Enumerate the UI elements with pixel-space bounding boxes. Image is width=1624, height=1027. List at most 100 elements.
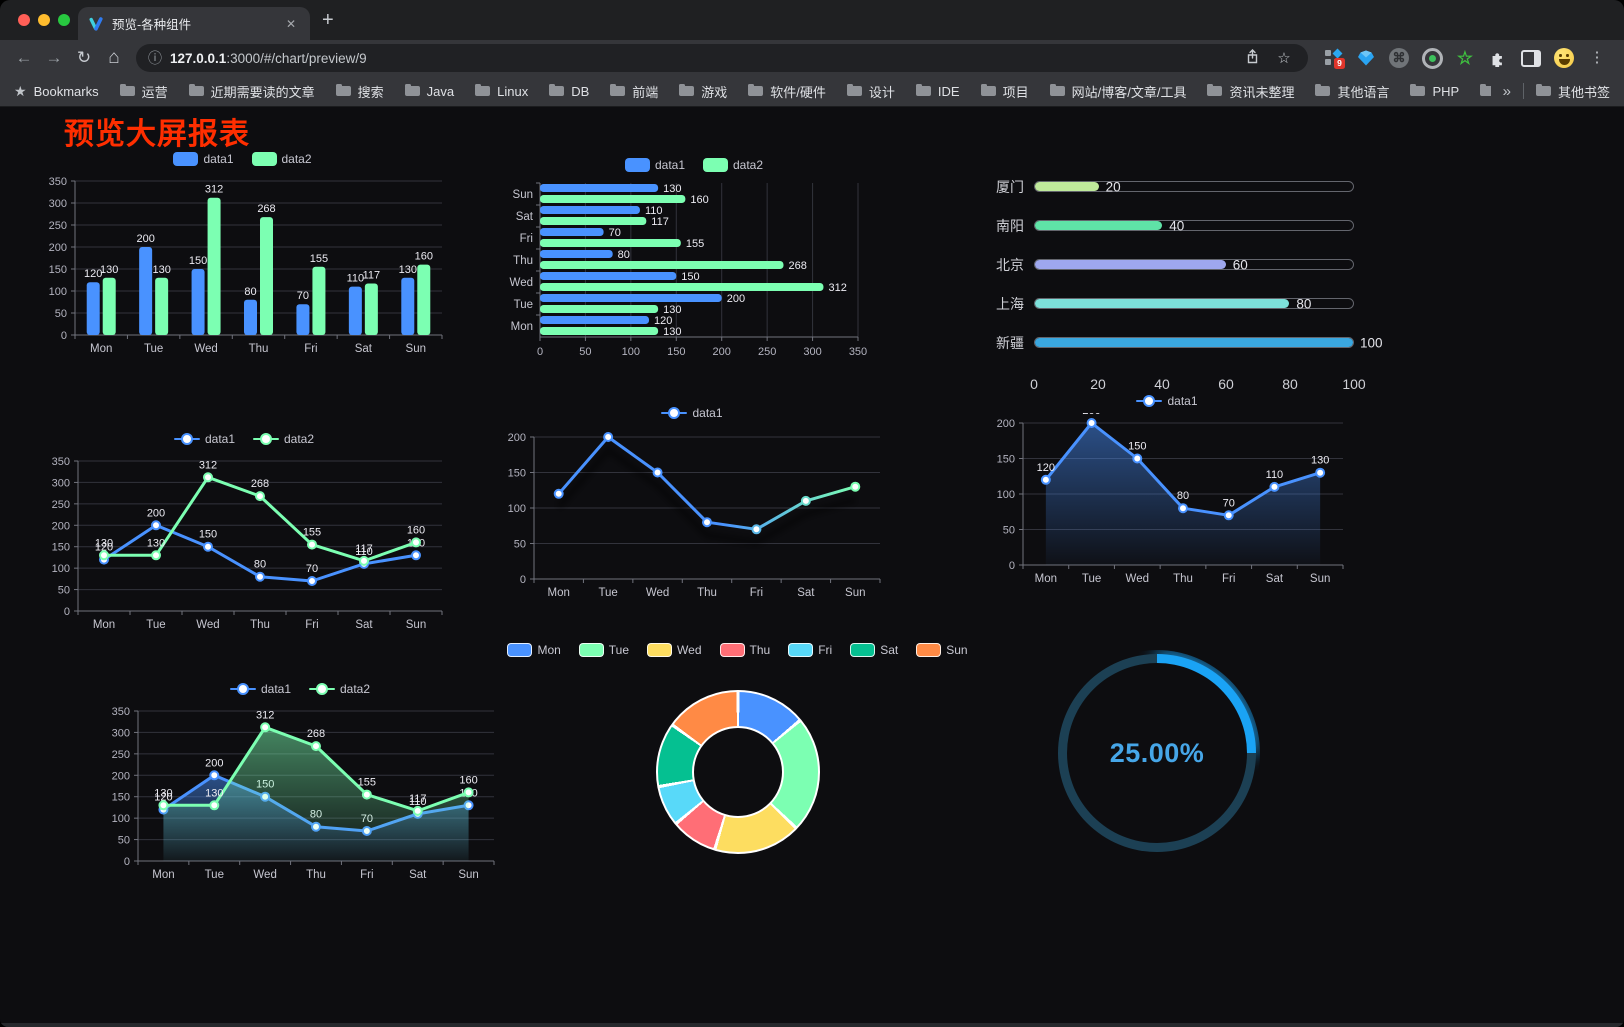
bookmark-folder-PHP[interactable]: PHP [1410,83,1459,99]
other-bookmarks-item[interactable]: 其他书签 [1535,82,1610,101]
bookmark-folder-搜索[interactable]: 搜索 [335,82,384,101]
legend-item-Sun[interactable]: Sun [916,643,968,657]
gem-extension-icon[interactable] [1353,45,1379,71]
legend-item-data2[interactable]: data2 [251,152,312,166]
bookmark-folder-其他语言[interactable]: 其他语言 [1315,82,1389,101]
svg-text:Sun: Sun [513,189,533,201]
favicon [88,16,104,32]
legend-item-Mon[interactable]: Mon [507,643,561,657]
svg-text:Fri: Fri [360,869,373,881]
bookmark-folder-设计[interactable]: 设计 [846,82,895,101]
legend-marker [850,643,876,657]
bookmark-folder-Java[interactable]: Java [404,83,454,99]
menu-kebab-icon[interactable]: ⋮ [1584,45,1610,71]
home-icon[interactable]: ⌂ [108,47,120,68]
svg-text:150: 150 [667,346,685,358]
legend-item-data1[interactable]: data1 [624,158,685,172]
forward-icon[interactable]: → [45,48,63,67]
svg-text:160: 160 [415,251,433,263]
legend-item-data2[interactable]: data2 [703,158,763,172]
svg-text:250: 250 [758,346,776,358]
chart-canvas[interactable]: 0 50 100 150 200 Mon Tue Wed Thu Fri Sat Sun 120 200 1… [983,405,1351,593]
donut-ring[interactable] [655,690,820,854]
svg-text:110: 110 [347,273,365,285]
star-extension-icon[interactable]: ☆ [1452,45,1478,71]
browser-tab[interactable]: 预览-各种组件 ✕ [78,7,310,40]
bookmark-folder-运营[interactable]: 运营 [119,82,168,101]
minimize-window-button[interactable] [38,14,50,26]
folder-icon [846,83,862,96]
progress-value: 40 [1169,217,1185,233]
address-bar[interactable]: ⓘ 127.0.0.1:3000/#/chart/preview/9 ☆ [136,44,1308,72]
axis-tick: 0 [1030,376,1038,392]
legend-item-Fri[interactable]: Fri [788,643,832,657]
svg-text:Wed: Wed [646,587,669,599]
reload-icon[interactable]: ↻ [76,48,92,67]
new-tab-button[interactable]: + [322,9,334,31]
svg-text:150: 150 [508,468,526,480]
recorder-extension-icon[interactable] [1419,45,1445,71]
legend-item-Wed[interactable]: Wed [647,643,702,657]
extensions-area: 9 ⌘ ☆ ⋮ [1316,45,1614,71]
tab-close-icon[interactable]: ✕ [285,16,296,31]
bookmarks-manager-item[interactable]: ★ Bookmarks [14,83,99,100]
maximize-window-button[interactable] [58,14,70,26]
bookmark-star-icon[interactable]: ☆ [1277,50,1291,67]
legend-item-data1[interactable]: data1 [173,432,235,446]
legend-item-data1[interactable]: data1 [173,152,234,166]
profile-avatar[interactable] [1551,45,1577,71]
bookmark-folder-IDE[interactable]: IDE [915,83,960,99]
legend-item-Sat[interactable]: Sat [850,643,898,657]
svg-text:150: 150 [681,271,699,283]
url-text[interactable]: 127.0.0.1:3000/#/chart/preview/9 [170,51,1232,66]
bookmark-folder-软件/硬件[interactable]: 软件/硬件 [748,82,826,101]
legend-item-data1[interactable]: data1 [1136,394,1198,408]
title-bar: 预览-各种组件 ✕ + [0,0,1624,40]
svg-text:0: 0 [1009,560,1015,572]
bookmark-folder-DB[interactable]: DB [549,83,589,99]
extensions-puzzle-icon[interactable] [1485,45,1511,71]
bookmark-folder-游戏[interactable]: 游戏 [679,82,727,101]
bookmark-folder-资讯未整理[interactable]: 资讯未整理 [1207,82,1294,101]
svg-text:Sun: Sun [845,587,865,599]
share-icon[interactable] [1240,48,1264,68]
svg-text:50: 50 [1003,525,1015,537]
folder-icon [1207,83,1223,96]
progress-value: 100 [1360,334,1383,350]
legend-item-data1[interactable]: data1 [661,406,723,420]
bookmark-folder-前端[interactable]: 前端 [610,82,658,101]
bookmark-folder-Linux[interactable]: Linux [475,83,528,99]
proxy-extension-icon[interactable]: 9 [1320,45,1346,71]
legend-label: data1 [692,406,723,420]
close-window-button[interactable] [18,14,30,26]
bookmark-folder-文件服务器[interactable]: 文件服务器 [1480,82,1491,101]
legend-item-Thu[interactable]: Thu [719,643,770,657]
legend-item-data2[interactable]: data2 [309,682,370,696]
svg-text:0: 0 [64,606,70,618]
bookmark-folder-项目[interactable]: 项目 [980,82,1029,101]
progress-track: 100 [1034,336,1383,349]
svg-text:110: 110 [645,205,663,217]
side-panel-icon[interactable] [1518,45,1544,71]
legend-item-data1[interactable]: data1 [229,682,291,696]
legend-item-Tue[interactable]: Tue [578,643,629,657]
legend-item-data2[interactable]: data2 [253,432,314,446]
command-extension-icon[interactable]: ⌘ [1386,45,1412,71]
chart-canvas[interactable]: 0 50 100 150 200 Mon Tue Wed Thu Fri Sat Sun [496,425,888,607]
svg-text:130: 130 [147,537,165,549]
chart-canvas[interactable]: 0 50 100 150 200 250 300 350 Mon Tue Wed Thu Fri Sat S… [38,451,450,639]
bookmark-folder-网站/博客/文章/工具[interactable]: 网站/博客/文章/工具 [1049,82,1186,101]
chart-canvas[interactable]: 0 50 100 150 200 250 300 350 Mon Tue Wed Thu Fri Sat S… [35,171,450,363]
bookmarks-overflow-icon[interactable]: » [1502,82,1511,100]
svg-text:Sun: Sun [458,869,478,881]
svg-text:200: 200 [147,507,165,519]
star-icon: ★ [14,82,27,99]
back-icon[interactable]: ← [15,48,33,67]
svg-text:150: 150 [112,792,130,804]
chart-canvas[interactable]: 0 50 100 150 200 250 300 350 Mon Tue Wed Thu Fri Sat S… [98,701,502,889]
svg-text:110: 110 [1266,469,1284,481]
site-info-icon[interactable]: ⓘ [148,50,162,66]
bookmark-folder-近期需要读的文章[interactable]: 近期需要读的文章 [188,82,315,101]
progress-track: 80 [1034,297,1354,310]
